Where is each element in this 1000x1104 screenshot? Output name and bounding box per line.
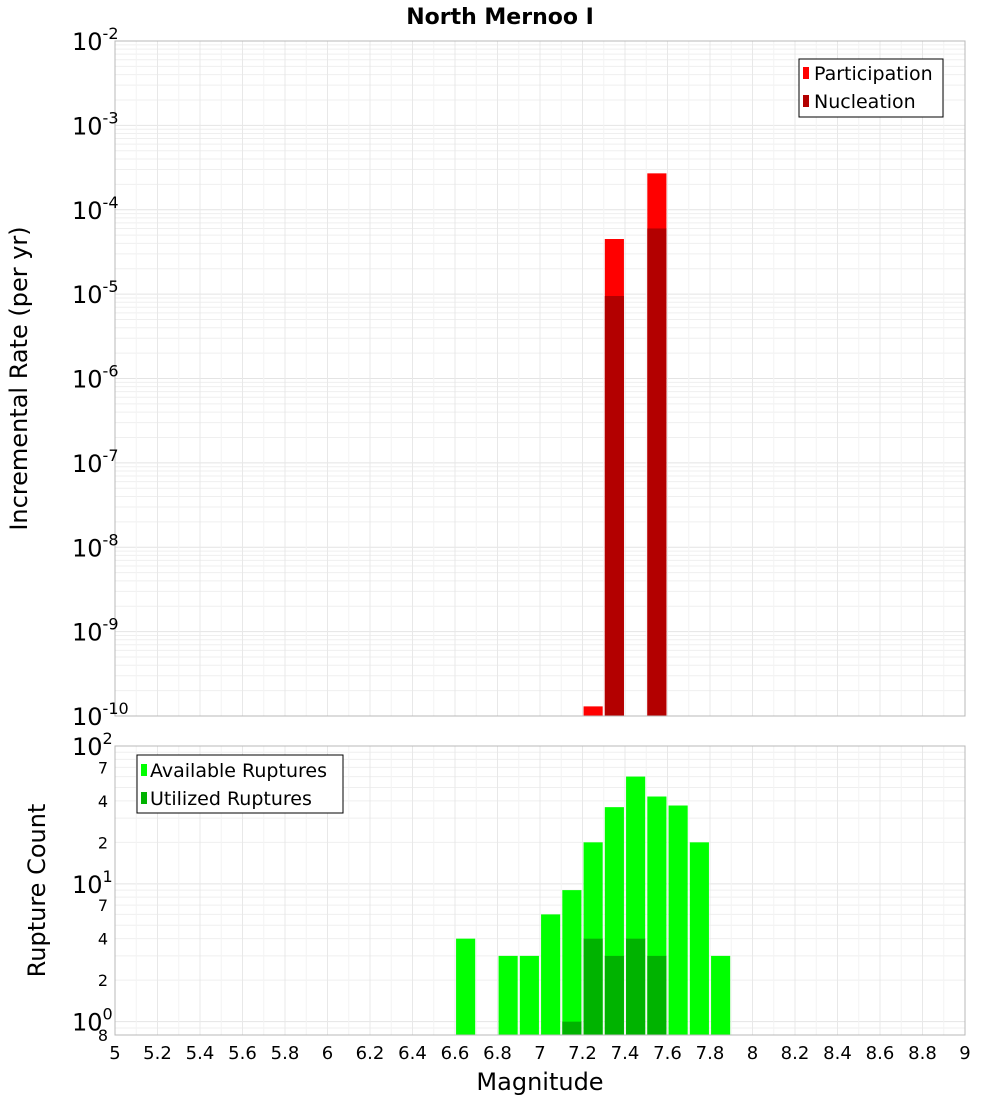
x-tick-label: 7.8: [696, 1043, 725, 1064]
rates-series-nucleation: [604, 228, 667, 716]
counts-bar-available-ruptures: [519, 955, 539, 1035]
x-tick-label: 6.4: [398, 1043, 427, 1064]
counts-bar-utilized-ruptures: [647, 955, 667, 1035]
x-tick-label: 5.2: [143, 1043, 172, 1064]
rates-y-tick-label: 10-4: [72, 193, 119, 225]
rates-legend-label: Nucleation: [814, 91, 916, 113]
x-tick-label: 6.6: [441, 1043, 470, 1064]
x-tick-label: 8.4: [823, 1043, 852, 1064]
counts-bar-utilized-ruptures: [562, 1021, 582, 1035]
x-tick-label: 6.2: [356, 1043, 385, 1064]
counts-bar-available-ruptures: [562, 890, 582, 1035]
counts-y-tick-label: 7: [98, 896, 108, 915]
x-tick-label: 5.6: [228, 1043, 257, 1064]
counts-bar-available-ruptures: [711, 955, 731, 1035]
counts-y-tick-label: 7: [98, 758, 108, 777]
x-tick-label: 9: [959, 1043, 970, 1064]
rates-legend-label: Participation: [814, 63, 933, 85]
rates-legend: Participation Nucleation: [798, 58, 944, 118]
rates-bar-nucleation: [604, 296, 624, 716]
counts-gridlines: [114, 745, 966, 1036]
x-tick-label: 5.4: [186, 1043, 215, 1064]
x-tick-label: 8.2: [781, 1043, 810, 1064]
rates-y-tick-label: 10-7: [72, 446, 119, 478]
x-tick-label: 8: [747, 1043, 758, 1064]
counts-bar-available-ruptures: [498, 955, 518, 1035]
counts-series-utilized-ruptures: [562, 938, 667, 1035]
rates-gridlines: [114, 41, 966, 717]
rates-plot: [114, 40, 966, 717]
x-tick-label: 7: [534, 1043, 545, 1064]
rates-y-axis-label: Incremental Rate (per yr): [5, 226, 33, 530]
counts-plot-border: [114, 745, 966, 1036]
counts-bar-available-ruptures: [668, 805, 688, 1035]
counts-legend-box: [136, 754, 344, 814]
rates-legend-swatch-participation: [803, 67, 809, 79]
counts-legend-swatch-utilized-ruptures: [141, 792, 147, 804]
x-tick-label: 6: [322, 1043, 333, 1064]
counts-bar-available-ruptures: [456, 938, 476, 1035]
x-tick-label: 8.6: [866, 1043, 895, 1064]
counts-bar-available-ruptures: [689, 842, 709, 1035]
rates-y-tick-label: 10-10: [72, 699, 129, 731]
counts-y-tick-label: 101: [72, 867, 113, 899]
rates-y-tick-label: 10-6: [72, 362, 119, 394]
counts-y-axis-label: Rupture Count: [23, 804, 51, 978]
counts-y-tick-label: 102: [72, 729, 113, 761]
rates-plot-border: [114, 40, 966, 717]
counts-bar-utilized-ruptures: [604, 955, 624, 1035]
rates-y-tick-label: 10-3: [72, 108, 119, 140]
x-ticks: 5 5.2 5.4 5.6 5.8 6 6.2 6.4 6.6 6.8 7 7.2 7.4 7.6 7.8 8…: [109, 1043, 970, 1064]
counts-legend-label: Available Ruptures: [150, 760, 327, 782]
counts-bar-utilized-ruptures: [583, 938, 603, 1035]
counts-y-tick-label: 4: [98, 930, 108, 949]
counts-y-tick-label: 8: [98, 1026, 108, 1045]
rates-y-ticks: 10-10 10-9 10-8 10-7 10-6 10-5 10-4 10-3 10-2: [72, 24, 129, 731]
x-tick-label: 8.8: [908, 1043, 937, 1064]
counts-legend: Available Ruptures Utilized Ruptures: [136, 754, 344, 814]
rates-y-tick-label: 10-5: [72, 277, 119, 309]
rates-y-tick-label: 10-2: [72, 24, 119, 56]
counts-legend-label: Utilized Ruptures: [150, 788, 312, 810]
rates-bar-participation: [583, 706, 603, 716]
x-axis-label: Magnitude: [476, 1068, 603, 1096]
counts-y-tick-label: 2: [98, 971, 108, 990]
rates-y-tick-label: 10-9: [72, 615, 119, 647]
rates-legend-box: [798, 58, 944, 118]
counts-bar-available-ruptures: [541, 914, 561, 1035]
counts-legend-swatch-available-ruptures: [141, 764, 147, 776]
rates-legend-swatch-nucleation: [803, 95, 809, 107]
x-tick-label: 7.2: [568, 1043, 597, 1064]
x-tick-label: 7.6: [653, 1043, 682, 1064]
chart-title: North Mernoo I: [406, 5, 594, 30]
rates-bar-nucleation: [647, 228, 667, 716]
counts-bar-utilized-ruptures: [626, 938, 646, 1035]
x-tick-label: 5: [109, 1043, 120, 1064]
x-tick-label: 5.8: [271, 1043, 300, 1064]
x-tick-label: 6.8: [483, 1043, 512, 1064]
rates-y-tick-label: 10-8: [72, 530, 119, 562]
x-tick-label: 7.4: [611, 1043, 640, 1064]
counts-y-tick-label: 4: [98, 792, 108, 811]
counts-y-tick-label: 2: [98, 833, 108, 852]
